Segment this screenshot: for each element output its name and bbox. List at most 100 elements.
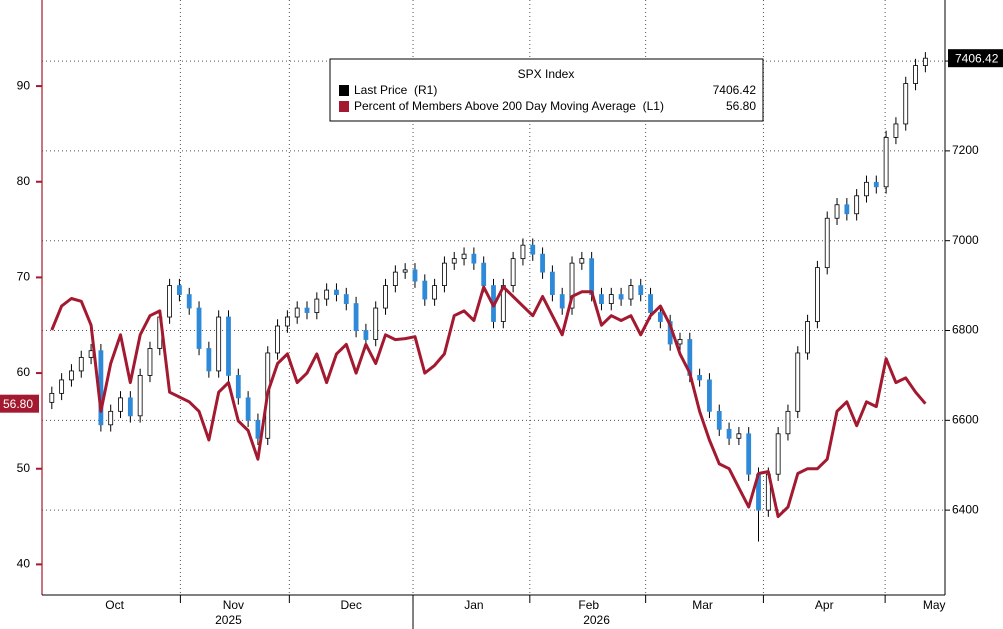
candle-body [69, 370, 74, 381]
candle-body [343, 294, 349, 304]
candle-body [226, 316, 231, 376]
candle-body [608, 294, 614, 304]
candle-body [697, 375, 703, 381]
candle-body [618, 294, 624, 300]
candle-body [824, 217, 830, 269]
candle-body [873, 181, 879, 188]
candle-body [922, 57, 928, 66]
month-label: Apr [815, 598, 834, 612]
y-tick-label: 90 [17, 78, 31, 92]
month-label: Mar [692, 598, 713, 612]
candle-body [569, 262, 575, 309]
candle-body [137, 375, 143, 417]
candle-body [913, 65, 918, 84]
candle-body [402, 269, 408, 273]
legend-label: Percent of Members Above 200 Day Moving … [354, 99, 664, 113]
legend-box [329, 58, 764, 122]
candle-body [549, 271, 555, 295]
candle-body [481, 262, 487, 286]
candle-body [893, 123, 899, 138]
candle-body [324, 289, 330, 300]
candle-body [432, 285, 438, 300]
candle-body [442, 262, 447, 286]
candle-body [88, 350, 94, 358]
candle-body [540, 253, 545, 273]
candle-body [284, 316, 290, 327]
candle-body [461, 253, 467, 260]
y2-tick-label: 6600 [952, 412, 979, 426]
candle-body [628, 285, 634, 300]
month-label: Dec [341, 598, 362, 612]
candle-body [638, 285, 644, 295]
legend-label: Last Price (R1) [354, 83, 437, 97]
y-tick-label: 80 [17, 174, 31, 188]
candle-body [383, 285, 388, 309]
candle-body [530, 244, 536, 255]
candle-body [844, 204, 850, 215]
candle-body [775, 433, 781, 475]
candle-body [657, 312, 663, 322]
candle-body [235, 375, 241, 399]
year-label: 2025 [215, 613, 242, 627]
candle-body [255, 419, 261, 439]
candle-body [903, 83, 909, 125]
candle-body [726, 428, 732, 439]
candle-body [785, 410, 791, 435]
candle-body [864, 181, 869, 197]
month-label: Jan [464, 598, 483, 612]
candle-body [177, 285, 182, 295]
y2-tick-label: 7000 [952, 233, 979, 247]
legend-swatch [339, 101, 349, 112]
candle-body [510, 258, 516, 287]
candle-body [147, 348, 153, 376]
candle-body [334, 289, 339, 295]
candle-body [108, 410, 114, 426]
candle-body [648, 294, 653, 313]
candle-body [589, 258, 595, 295]
candle-body [559, 294, 565, 309]
candle-body [167, 285, 172, 318]
y2-tick-label: 7200 [952, 143, 979, 157]
candle-body [206, 348, 212, 372]
candle-body [363, 330, 369, 340]
legend-value: 56.80 [726, 99, 756, 113]
candle-body [883, 137, 889, 188]
candle-body [677, 339, 683, 345]
candle-body [373, 307, 379, 340]
month-label: Nov [223, 598, 244, 612]
candle-body [392, 271, 398, 286]
line-series [50, 285, 927, 519]
month-label: Feb [578, 598, 599, 612]
y-tick-label: 70 [17, 270, 31, 284]
candle-body [127, 397, 133, 417]
candle-body [196, 307, 202, 349]
candle-body [314, 298, 320, 313]
candle-body [707, 379, 712, 412]
month-label: May [923, 598, 946, 612]
y2-tick-label: 6800 [952, 323, 979, 337]
y2-tick-label: 6400 [952, 502, 979, 516]
candle-body [353, 303, 359, 331]
candle-body [412, 269, 418, 282]
candle-body [294, 307, 300, 318]
candle-body [49, 392, 55, 403]
candle-body [834, 204, 840, 219]
year-label: 2026 [583, 613, 610, 627]
candle-body [59, 379, 65, 394]
legend-value: 7406.42 [713, 83, 757, 97]
candle-body [78, 357, 84, 372]
candle-body [805, 321, 810, 354]
candle-body [186, 294, 192, 309]
y-tick-label: 50 [17, 461, 31, 475]
candle-body [579, 258, 585, 264]
candle-body [118, 397, 123, 412]
y-tick-label: 60 [17, 365, 31, 379]
candle-body [746, 433, 752, 475]
legend-title: SPX Index [518, 67, 575, 81]
candle-body [216, 316, 222, 372]
candle-body [815, 267, 820, 322]
candle-body [245, 397, 251, 421]
candle-body [471, 253, 477, 264]
candle-body [854, 195, 860, 215]
month-label: Oct [105, 598, 124, 612]
